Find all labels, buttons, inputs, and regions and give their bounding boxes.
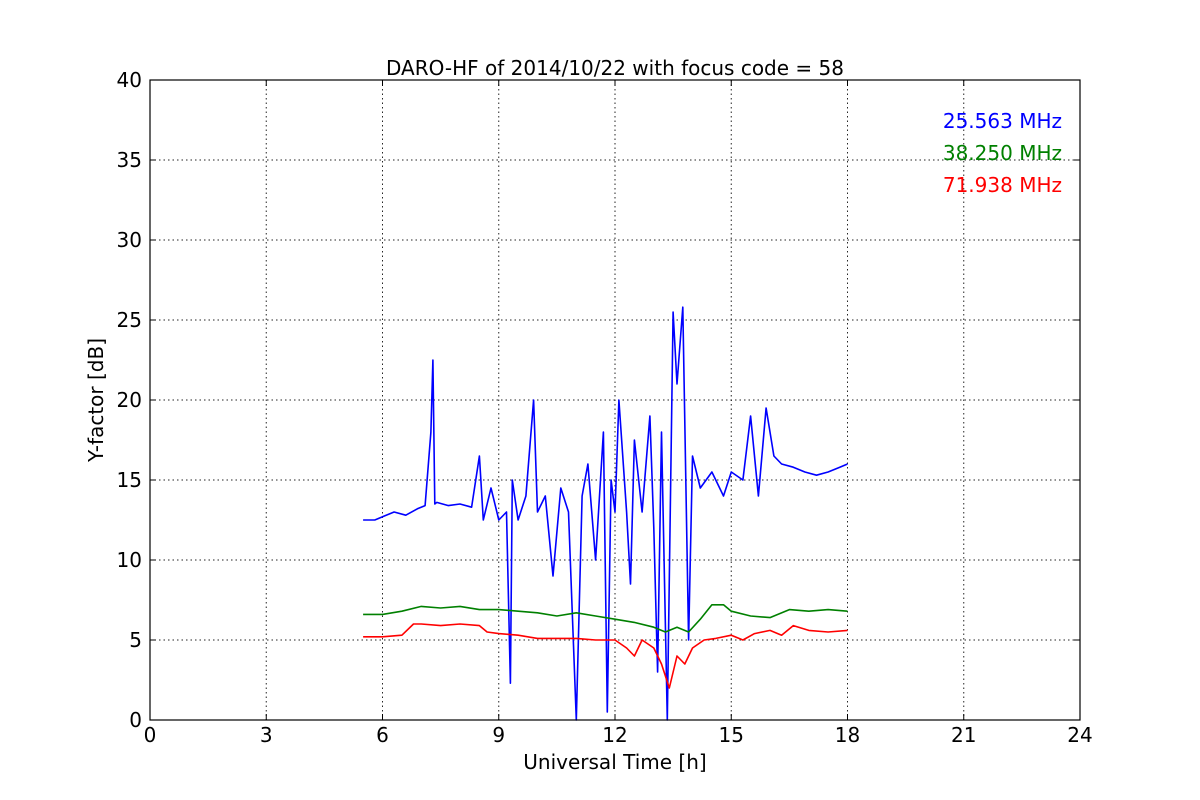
x-tick-label: 0 (144, 723, 157, 747)
x-axis-title: Universal Time [h] (523, 750, 706, 774)
series-line-3 (363, 623, 848, 689)
y-tick-label: 20 (117, 388, 142, 412)
x-tick-label: 21 (951, 723, 976, 747)
y-tick-label: 0 (129, 708, 142, 732)
y-tick-label: 10 (117, 548, 142, 572)
y-axis-title: Y-factor [dB] (84, 338, 108, 463)
tick-labels: 0 3 6 9 12 15 18 21 24 0 5 10 15 20 25 30 35 40 (117, 68, 1093, 747)
legend-entry-2: 38.250 MHz (943, 141, 1062, 165)
x-tick-label: 9 (492, 723, 505, 747)
legend-entry-1: 25.563 MHz (943, 109, 1062, 133)
y-tick-label: 15 (117, 468, 142, 492)
y-tick-label: 5 (129, 628, 142, 652)
series-line-1 (363, 306, 848, 721)
ticks (149, 79, 1081, 721)
y-tick-label: 30 (117, 228, 142, 252)
y-tick-label: 40 (117, 68, 142, 92)
y-tick-label: 35 (117, 148, 142, 172)
series-layer (363, 306, 848, 721)
y-tick-label: 25 (117, 308, 142, 332)
series-line-2 (363, 603, 848, 633)
x-tick-label: 24 (1067, 723, 1092, 747)
x-tick-label: 12 (602, 723, 627, 747)
x-tick-label: 6 (376, 723, 389, 747)
legend-entry-3: 71.938 MHz (943, 173, 1062, 197)
x-tick-label: 18 (835, 723, 860, 747)
x-tick-label: 3 (260, 723, 273, 747)
chart-title: DARO-HF of 2014/10/22 with focus code = … (386, 56, 844, 80)
x-tick-label: 15 (719, 723, 744, 747)
legend: 25.563 MHz 38.250 MHz 71.938 MHz (943, 109, 1062, 197)
